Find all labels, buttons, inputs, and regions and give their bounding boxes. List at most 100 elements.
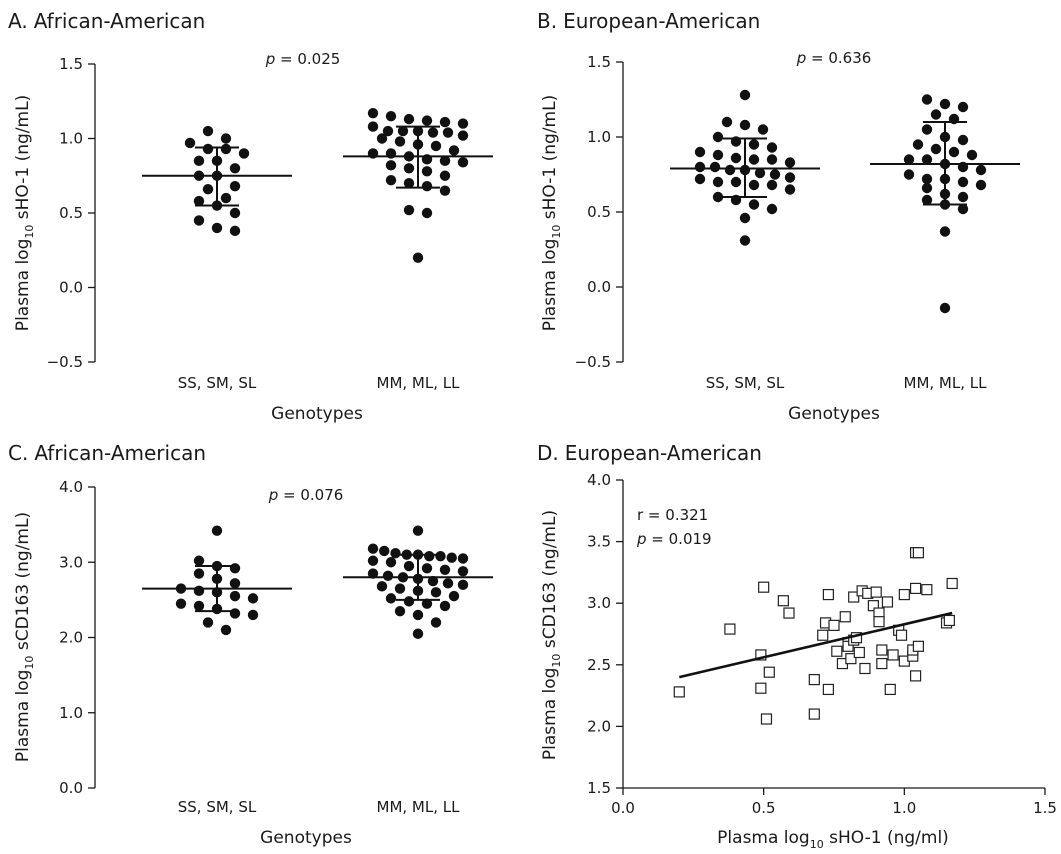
data-point (229, 180, 241, 192)
y-tick-label: 3.5 (587, 533, 611, 551)
data-point (385, 160, 397, 171)
panel-c-y-axis-label: Plasma log10 sCD163 (ng/mL) (13, 512, 36, 762)
data-point (403, 596, 415, 607)
data-point (193, 585, 205, 597)
data-point (457, 566, 469, 577)
y-tick-label: 0.0 (59, 779, 83, 797)
y-tick-label: 0.5 (587, 203, 611, 221)
data-point (385, 557, 397, 568)
y-tick-label: 1.5 (587, 779, 611, 797)
panel-c-title: C. African-American (8, 441, 206, 465)
data-point (748, 179, 760, 191)
data-point (845, 653, 857, 665)
data-point (394, 605, 406, 617)
regression-line (678, 611, 953, 679)
data-point (712, 176, 724, 188)
data-point (367, 555, 379, 566)
y-tick-label: 1.5 (59, 55, 83, 73)
data-point (457, 553, 469, 564)
panel-b-p-value: p = 0.636 (796, 49, 872, 67)
data-point (763, 666, 775, 678)
data-point (975, 179, 987, 191)
data-point (784, 172, 796, 183)
data-point (427, 575, 439, 587)
data-point (403, 163, 415, 174)
data-point (439, 564, 451, 575)
data-point (842, 640, 854, 652)
panel-d-r-value: r = 0.321 (637, 506, 708, 524)
panel-d-title-text: European-American (565, 441, 762, 465)
data-point (921, 124, 933, 135)
data-point (948, 146, 960, 158)
panel-b-marks (670, 89, 1020, 314)
data-point (766, 203, 778, 215)
data-point (673, 686, 685, 698)
panel-b-y-ticks: 1.5 1.0 0.5 0.0 −0.5 (575, 53, 623, 371)
data-point (822, 683, 834, 696)
data-point (229, 608, 241, 619)
data-point (859, 662, 871, 675)
data-point (817, 629, 829, 641)
data-point (457, 157, 469, 168)
data-point (867, 600, 879, 612)
data-point (220, 143, 232, 155)
data-point (853, 646, 865, 659)
data-point (887, 649, 899, 661)
data-point (229, 225, 241, 237)
data-point (229, 590, 241, 602)
data-point (421, 207, 433, 219)
data-point (193, 600, 205, 612)
y-tick-label: 1.0 (587, 128, 611, 146)
data-point (403, 113, 415, 125)
panel-b-title: B. European-American (537, 9, 760, 33)
y-tick-label: 1.0 (59, 704, 83, 722)
data-point (184, 137, 196, 149)
y-tick-label: 0.0 (587, 278, 611, 296)
data-point (694, 146, 706, 158)
data-point (421, 115, 433, 126)
data-point (193, 155, 205, 167)
data-point (766, 179, 778, 191)
data-point (975, 164, 987, 176)
data-point (376, 581, 388, 592)
data-point (881, 596, 894, 608)
panel-c-marks (142, 525, 493, 639)
data-point (421, 598, 433, 609)
panel-b: B. European-American Plasma log10 sHO-1 (… (537, 9, 1020, 424)
data-point (379, 545, 390, 557)
y-tick-label: 3.0 (587, 594, 611, 612)
data-point (921, 154, 933, 165)
y-tick-label: 4.0 (587, 471, 611, 489)
panel-d-y-ticks: 4.0 3.5 3.0 2.5 2.0 1.5 (587, 471, 623, 797)
data-point (903, 169, 915, 180)
data-point (709, 161, 721, 173)
panel-a-letter: A. (8, 9, 28, 33)
panel-c-letter: C. (8, 441, 28, 465)
data-point (442, 127, 454, 138)
data-point (238, 148, 250, 159)
data-point (367, 107, 379, 119)
data-point (403, 178, 415, 189)
data-point (957, 134, 969, 146)
data-point (895, 629, 908, 641)
panel-a-x-axis-label: Genotypes (271, 404, 363, 424)
panel-c-category-1: SS, SM, SL (178, 798, 257, 816)
data-point (898, 588, 910, 601)
data-point (435, 551, 446, 562)
y-tick-label: 1.5 (587, 53, 611, 71)
data-point (193, 195, 205, 207)
data-point (202, 617, 214, 628)
data-point (930, 109, 942, 120)
data-point (730, 152, 742, 164)
data-point (442, 578, 454, 589)
panel-b-y-axis-label: Plasma log10 sHO-1 (ng/mL) (540, 95, 563, 331)
data-point (739, 89, 751, 101)
data-point (754, 167, 766, 179)
data-point (724, 164, 736, 176)
data-point (712, 131, 724, 143)
data-point (876, 644, 888, 656)
y-tick-label: 3.0 (59, 553, 83, 571)
data-point (730, 176, 742, 188)
data-point (694, 173, 706, 185)
data-point (439, 170, 451, 181)
